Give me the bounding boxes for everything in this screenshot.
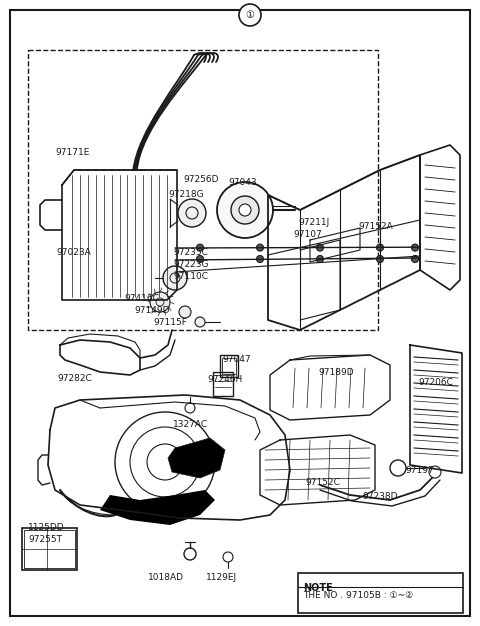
Circle shape xyxy=(316,255,324,262)
Text: 97043: 97043 xyxy=(228,178,257,187)
Text: 97282C: 97282C xyxy=(57,374,92,383)
Text: 97152A: 97152A xyxy=(358,222,393,231)
Circle shape xyxy=(376,244,384,251)
Text: 97197: 97197 xyxy=(405,466,434,475)
Circle shape xyxy=(184,548,196,560)
Text: 97171E: 97171E xyxy=(55,148,89,157)
Circle shape xyxy=(196,255,204,262)
Text: 97223G: 97223G xyxy=(173,260,208,269)
Text: 97115F: 97115F xyxy=(153,318,187,327)
Text: 97149D: 97149D xyxy=(134,306,169,315)
Text: 1125DD: 1125DD xyxy=(28,523,65,532)
Text: 97235C: 97235C xyxy=(173,248,208,257)
Circle shape xyxy=(390,460,406,476)
Text: 1129EJ: 1129EJ xyxy=(206,573,237,582)
Text: 1327AC: 1327AC xyxy=(173,420,208,429)
Circle shape xyxy=(217,182,273,238)
Circle shape xyxy=(150,292,170,312)
Circle shape xyxy=(376,255,384,262)
Text: 97218G: 97218G xyxy=(168,190,204,199)
Polygon shape xyxy=(100,490,215,525)
Text: ①: ① xyxy=(246,10,254,20)
Polygon shape xyxy=(168,438,225,478)
Circle shape xyxy=(239,4,261,26)
Circle shape xyxy=(163,266,187,290)
Bar xyxy=(298,573,463,613)
Bar xyxy=(220,355,238,377)
Circle shape xyxy=(231,196,259,224)
Text: 97211J: 97211J xyxy=(298,218,329,227)
Text: 97256D: 97256D xyxy=(183,175,218,184)
Circle shape xyxy=(256,244,264,251)
Text: 97023A: 97023A xyxy=(56,248,91,257)
Circle shape xyxy=(178,199,206,227)
Text: 97246H: 97246H xyxy=(207,375,242,384)
Circle shape xyxy=(223,552,233,562)
Circle shape xyxy=(239,204,251,216)
Circle shape xyxy=(411,244,419,251)
Text: 97416C: 97416C xyxy=(124,294,159,303)
Circle shape xyxy=(256,255,264,262)
Bar xyxy=(22,528,77,570)
Text: THE NO . 97105B : ①~②: THE NO . 97105B : ①~② xyxy=(303,591,413,600)
Circle shape xyxy=(429,466,441,478)
Circle shape xyxy=(316,244,324,251)
Bar xyxy=(24,530,75,568)
Text: 97107: 97107 xyxy=(293,230,322,239)
Circle shape xyxy=(195,317,205,327)
Circle shape xyxy=(179,306,191,318)
Circle shape xyxy=(196,244,204,251)
Text: 97047: 97047 xyxy=(222,355,251,364)
Circle shape xyxy=(411,255,419,262)
Bar xyxy=(222,358,236,374)
Text: 97206C: 97206C xyxy=(418,378,453,387)
Text: 97238D: 97238D xyxy=(362,492,397,501)
Circle shape xyxy=(185,403,195,413)
Text: NOTE: NOTE xyxy=(303,583,333,593)
Text: 97110C: 97110C xyxy=(173,272,208,281)
Text: 97255T: 97255T xyxy=(28,535,62,544)
Bar xyxy=(28,50,378,330)
Text: 97152C: 97152C xyxy=(305,478,340,487)
Text: 1018AD: 1018AD xyxy=(148,573,184,582)
Bar xyxy=(213,372,233,396)
Text: 97189D: 97189D xyxy=(318,368,354,377)
